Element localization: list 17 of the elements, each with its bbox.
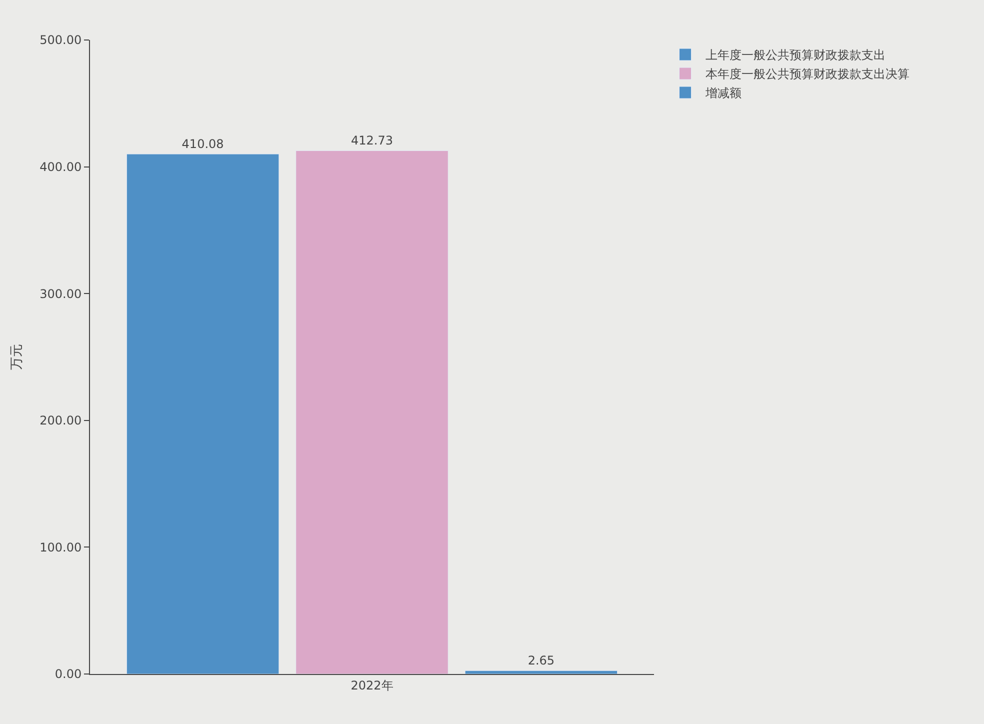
- y-tick-label: 0.00: [54, 667, 82, 682]
- bar: [296, 150, 448, 674]
- x-tick-label: 2022年: [350, 678, 394, 692]
- bar: [464, 670, 618, 674]
- legend-label: 本年度一般公共预算财政拨款支出决算: [705, 67, 910, 82]
- y-axis-title: 万元: [10, 344, 25, 370]
- y-tick-label: 100.00: [40, 540, 82, 554]
- bar: [126, 154, 280, 674]
- y-tick-label: 300.00: [40, 286, 82, 301]
- data-label: 2.65: [528, 654, 555, 668]
- legend-label: 增减额: [704, 86, 742, 100]
- legend-label: 上年度一般公共预算财政拨款支出: [705, 48, 886, 62]
- y-tick-label: 400.00: [40, 160, 82, 174]
- y-tick-label: 500.00: [40, 33, 82, 48]
- y-tick-label: 200.00: [40, 414, 82, 428]
- data-label: 410.08: [182, 137, 224, 152]
- data-label: 412.73: [351, 134, 393, 148]
